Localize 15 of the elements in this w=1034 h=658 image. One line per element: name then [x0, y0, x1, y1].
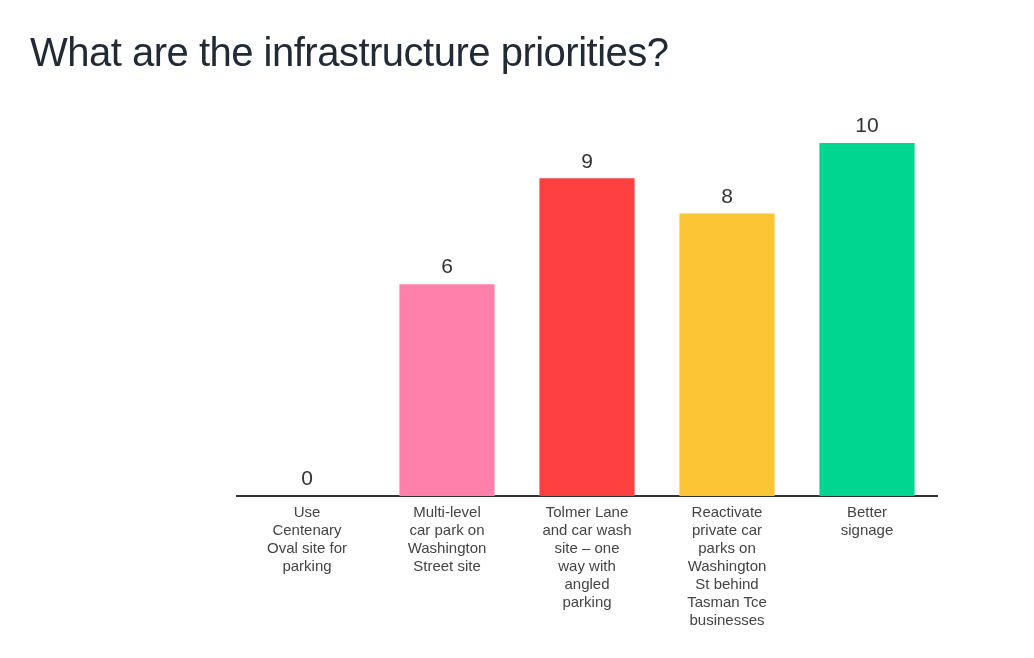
chart-title: What are the infrastructure priorities? [29, 29, 670, 76]
bar [679, 213, 775, 496]
bar [819, 143, 915, 496]
x-tick-label: Reactivate private car parks on Washington St behind Tasman Tce businesses [687, 503, 767, 629]
data-label: 10 [855, 113, 879, 137]
bar [399, 284, 495, 496]
x-tick-label: Tolmer Lane and car wash site – one way with angled parking [542, 503, 632, 611]
x-tick-label: Multi-level car park on Washington Street site [407, 503, 487, 575]
data-label: 0 [301, 466, 313, 490]
bar [539, 178, 635, 496]
data-label: 8 [721, 183, 733, 207]
x-tick-label: Use Centenary Oval site for parking [266, 503, 348, 575]
data-label: 6 [441, 254, 453, 278]
data-label: 9 [581, 148, 593, 172]
x-tick-label: Better signage [840, 503, 894, 539]
